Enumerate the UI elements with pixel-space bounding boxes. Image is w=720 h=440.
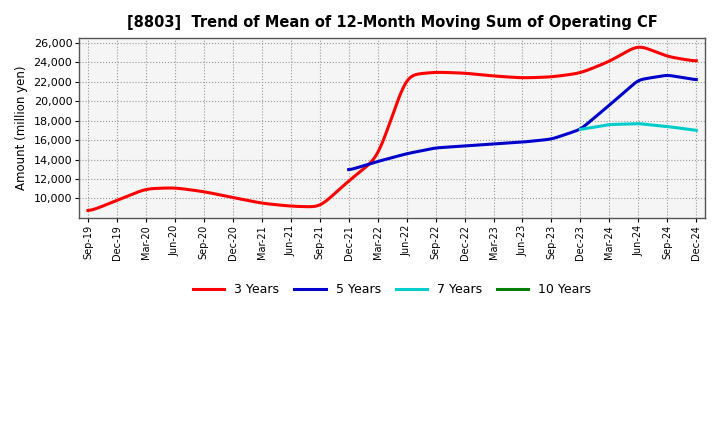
7 Years <box>674 125 683 131</box>
5 Years <box>552 135 560 140</box>
3 Years <box>635 44 644 50</box>
Line: 3 Years: 3 Years <box>88 47 696 210</box>
5 Years <box>660 73 668 78</box>
5 Years <box>344 167 353 172</box>
7 Years <box>692 128 701 133</box>
7 Years <box>646 122 654 128</box>
3 Years <box>86 208 94 213</box>
7 Years <box>647 122 656 128</box>
3 Years <box>456 70 464 76</box>
3 Years <box>596 62 605 68</box>
3 Years <box>444 70 452 75</box>
7 Years <box>682 126 690 132</box>
Legend: 3 Years, 5 Years, 7 Years, 10 Years: 3 Years, 5 Years, 7 Years, 10 Years <box>188 279 596 301</box>
3 Years <box>84 208 92 213</box>
5 Years <box>550 136 559 141</box>
5 Years <box>557 133 566 139</box>
5 Years <box>692 77 701 82</box>
Line: 5 Years: 5 Years <box>348 76 696 169</box>
3 Years <box>446 70 454 75</box>
5 Years <box>663 73 672 78</box>
3 Years <box>637 45 646 50</box>
Line: 7 Years: 7 Years <box>580 124 696 130</box>
Y-axis label: Amount (million yen): Amount (million yen) <box>15 66 28 190</box>
7 Years <box>577 127 585 132</box>
5 Years <box>637 77 646 82</box>
3 Years <box>692 58 701 63</box>
7 Years <box>645 122 654 127</box>
Title: [8803]  Trend of Mean of 12-Month Moving Sum of Operating CF: [8803] Trend of Mean of 12-Month Moving … <box>127 15 657 30</box>
5 Years <box>346 167 354 172</box>
7 Years <box>576 127 585 132</box>
7 Years <box>633 121 642 126</box>
